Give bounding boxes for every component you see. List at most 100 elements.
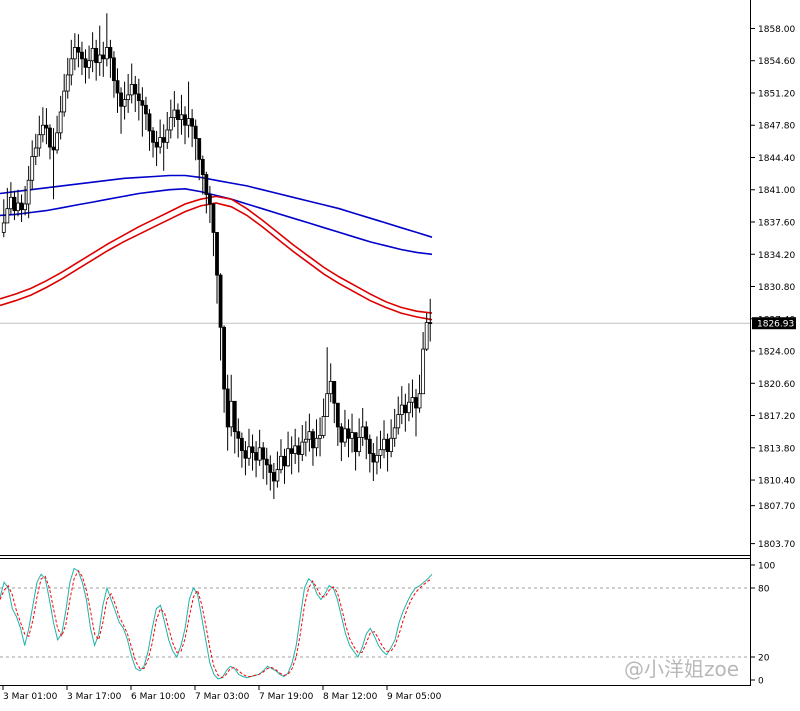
candle-body <box>97 54 102 64</box>
candle-body <box>48 127 52 148</box>
price-tick-label: 1858.00 <box>758 25 795 35</box>
candle-body <box>232 400 237 433</box>
candle-body <box>104 47 109 60</box>
candle-body <box>303 438 308 443</box>
oscillator-tick-label: 0 <box>758 677 764 687</box>
time-tick-label: 3 Mar 17:00 <box>67 692 122 702</box>
price-tick-label: 1851.20 <box>758 89 795 99</box>
candle-body <box>282 455 287 467</box>
candle-body <box>417 393 422 409</box>
candle-body <box>428 322 433 324</box>
candle-body <box>37 134 42 149</box>
time-tick-label: 9 Mar 05:00 <box>387 692 442 702</box>
candle-body <box>94 47 99 64</box>
candle-body <box>112 57 116 82</box>
candle-body <box>385 438 390 452</box>
candle-body <box>30 156 35 181</box>
moving-average-line <box>0 202 433 321</box>
candle-body <box>236 431 241 439</box>
candle-body <box>343 428 347 443</box>
candle-body <box>158 137 163 148</box>
candlesticks <box>1 13 433 500</box>
moving-average-line <box>0 174 433 238</box>
candle-body <box>239 437 244 452</box>
candle-body <box>80 51 84 60</box>
time-tick-label: 7 Mar 19:00 <box>259 692 314 702</box>
candle-body <box>126 94 131 101</box>
candle-body <box>165 129 170 143</box>
candle-body <box>62 90 67 113</box>
candle-body <box>279 455 283 471</box>
candle-body <box>129 84 134 96</box>
candle-body <box>360 426 365 438</box>
candle-body <box>122 99 127 107</box>
oscillator-axis-labels: 100 80 20 0 <box>750 562 775 687</box>
candle-body <box>108 47 113 59</box>
candle-body <box>176 109 180 120</box>
stochastic-oscillator <box>0 567 750 680</box>
candle-body <box>193 125 198 139</box>
candle-body <box>293 445 298 454</box>
price-tick-label: 1847.80 <box>758 122 795 132</box>
candle-body <box>414 397 418 409</box>
price-tick-label: 1854.60 <box>758 57 795 67</box>
oscillator-series-line <box>0 567 433 680</box>
candle-body <box>353 432 358 452</box>
candle-body <box>350 432 354 439</box>
time-axis-labels: 3 Mar 01:00 3 Mar 17:00 6 Mar 10:00 7 Mar 0… <box>2 686 442 702</box>
candle-body <box>115 80 120 94</box>
candle-body <box>215 232 219 276</box>
candle-body <box>1 222 6 233</box>
candle-body <box>72 47 77 60</box>
price-tick-label: 1820.60 <box>758 380 795 390</box>
current-price-label: 1826.93 <box>757 320 794 330</box>
candle-body <box>183 114 187 126</box>
candle-body <box>268 464 273 473</box>
candle-body <box>211 203 216 233</box>
candle-body <box>382 438 386 451</box>
candle-body <box>133 84 138 95</box>
candle-body <box>172 109 177 119</box>
candle-body <box>229 400 234 428</box>
candle-body <box>90 47 95 62</box>
candle-body <box>250 446 255 453</box>
candle-body <box>271 472 276 482</box>
oscillator-tick-label: 100 <box>758 562 775 572</box>
candle-body <box>275 469 280 482</box>
candle-body <box>346 428 351 439</box>
candle-body <box>318 435 322 439</box>
candle-body <box>147 113 152 132</box>
candle-body <box>65 74 70 92</box>
candle-body <box>421 348 426 395</box>
oscillator-tick-label: 20 <box>758 654 770 664</box>
candle-body <box>186 118 191 126</box>
price-tick-label: 1810.40 <box>758 477 795 487</box>
candle-body <box>371 453 376 463</box>
candle-body <box>289 448 294 454</box>
candle-body <box>83 58 88 68</box>
candle-body <box>243 450 248 459</box>
candle-body <box>76 47 81 53</box>
candle-body <box>218 274 223 328</box>
candle-body <box>410 397 415 403</box>
price-tick-label: 1824.00 <box>758 348 795 358</box>
candle-body <box>144 104 148 115</box>
oscillator-tick-label: 80 <box>758 585 770 595</box>
candle-body <box>335 402 340 428</box>
price-tick-label: 1807.70 <box>758 502 795 512</box>
candle-body <box>161 137 166 143</box>
candle-body <box>87 60 91 68</box>
candle-body <box>51 146 56 151</box>
candle-body <box>300 441 305 455</box>
candle-body <box>307 431 312 440</box>
candle-body <box>378 449 383 456</box>
moving-average-line <box>0 195 433 314</box>
candle-body <box>168 117 173 131</box>
candle-body <box>16 202 20 212</box>
candle-body <box>222 326 227 390</box>
candle-body <box>5 208 10 224</box>
price-tick-label: 1844.40 <box>758 154 795 164</box>
candle-body <box>257 447 262 461</box>
time-tick-label: 6 Mar 10:00 <box>131 692 186 702</box>
